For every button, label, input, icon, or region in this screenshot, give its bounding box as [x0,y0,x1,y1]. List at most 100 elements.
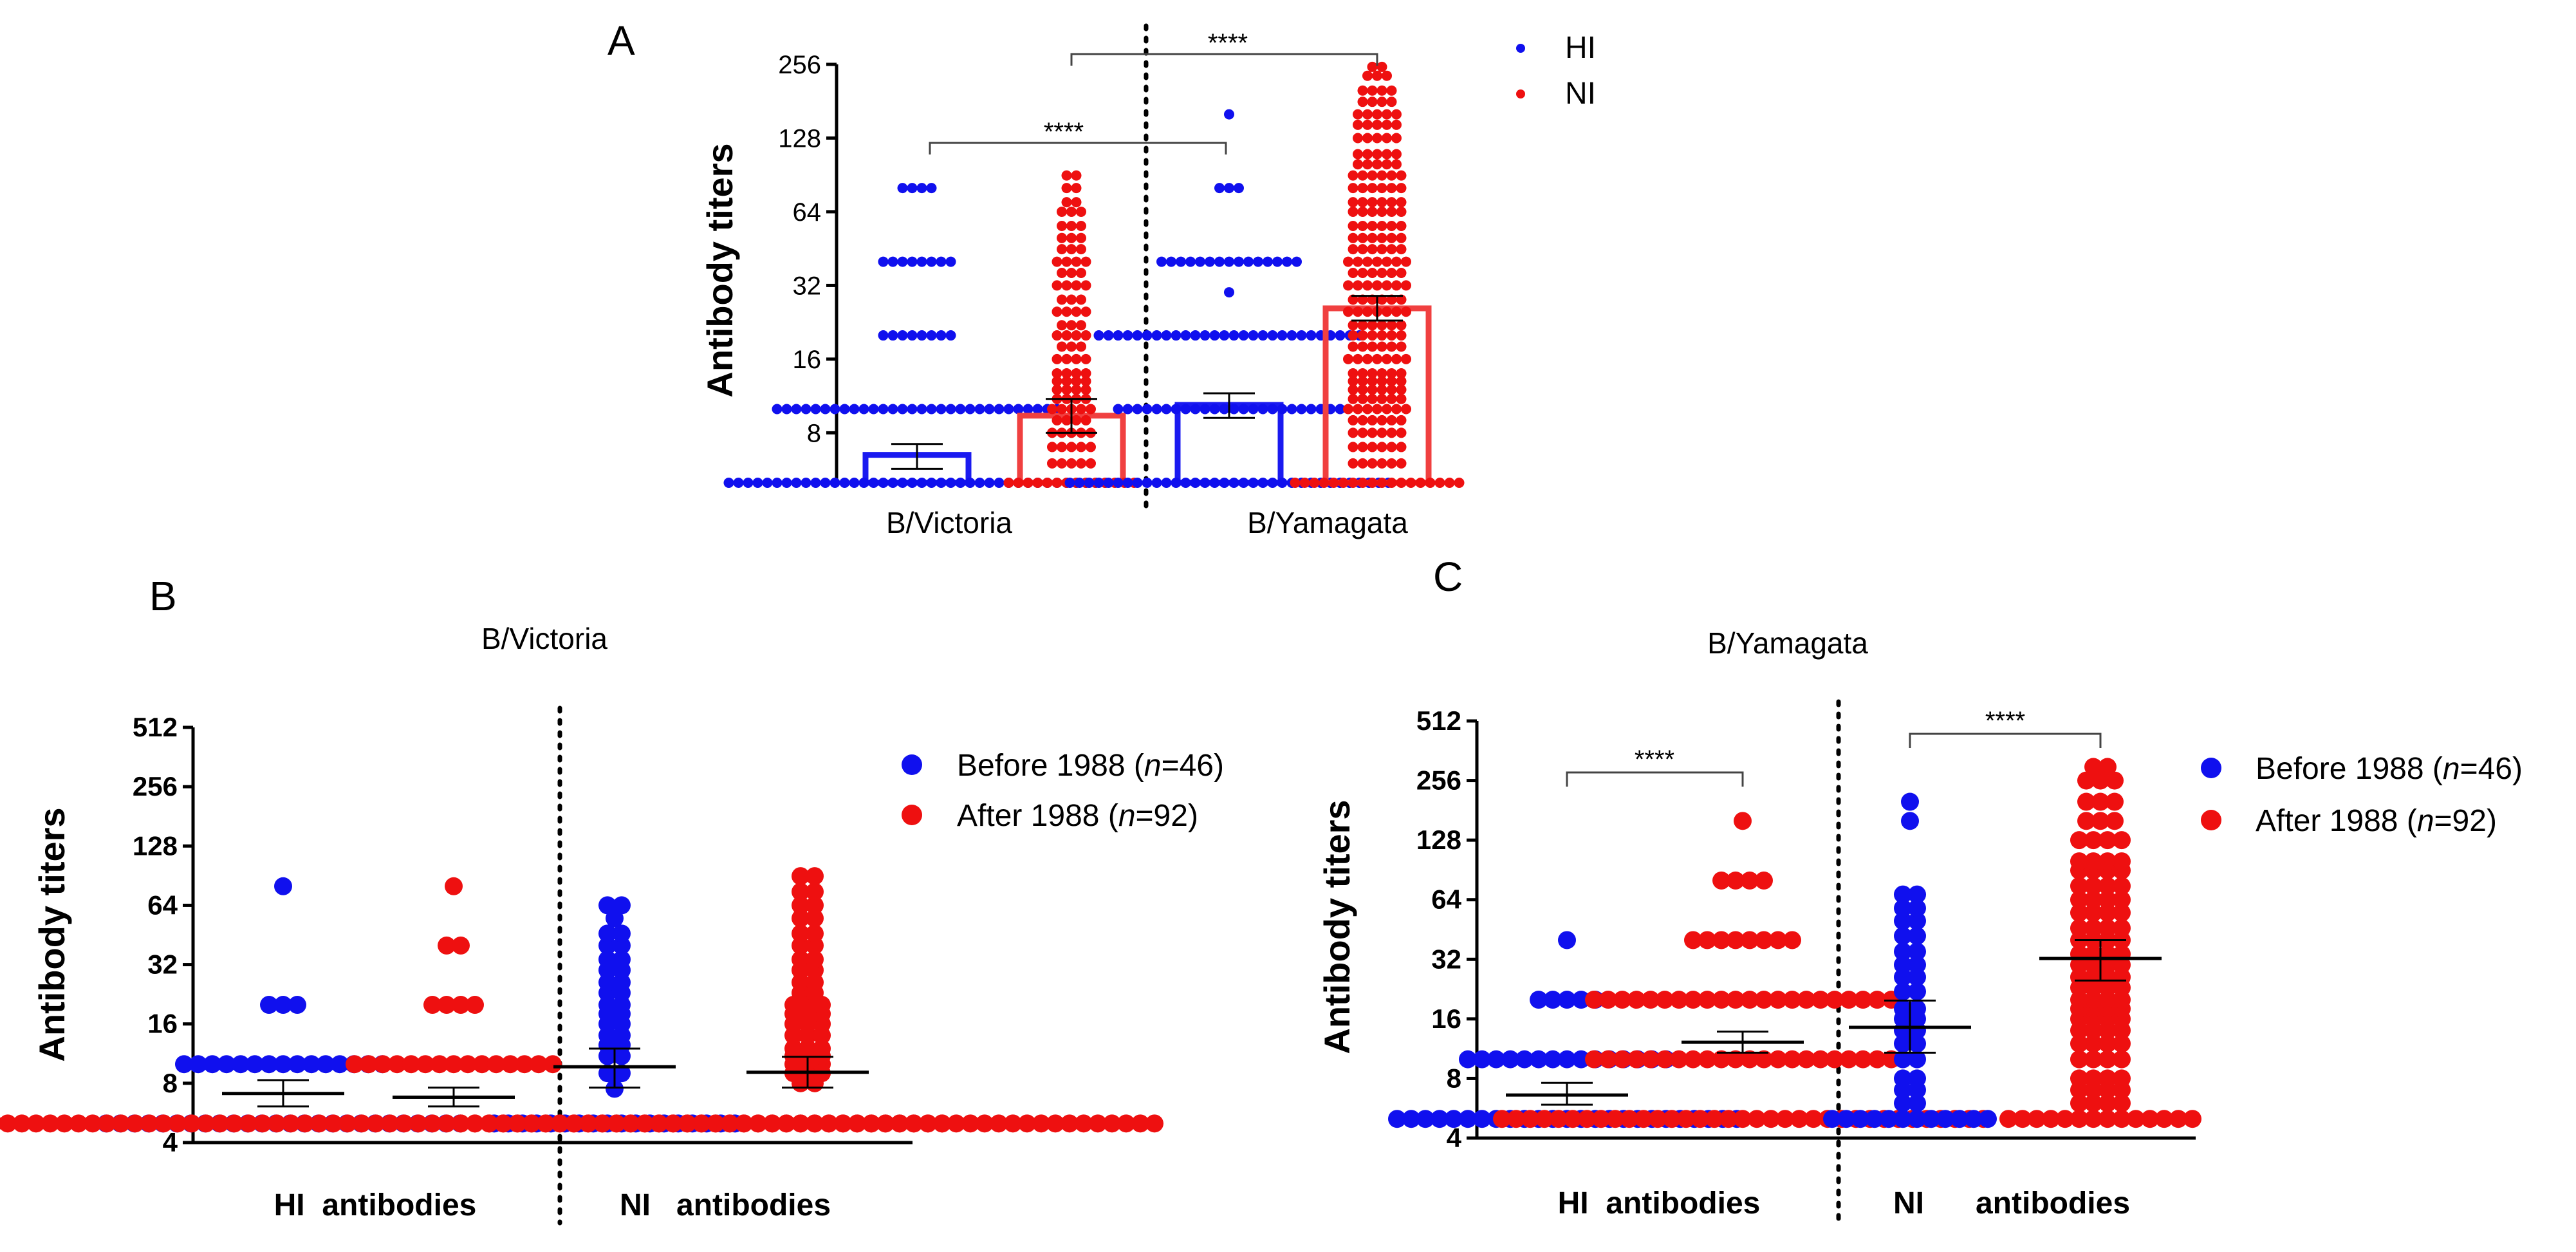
data-point-after-1988 [98,1114,116,1133]
panel-b-letter: B [149,573,177,619]
data-point-ni [1357,442,1368,453]
data-point-after-1988 [806,883,824,901]
data-point-before-1988 [1445,1110,1463,1128]
data-point-hi [1257,330,1268,341]
data-point-hi [1161,330,1172,341]
data-point-after-1988 [1999,1110,2017,1128]
data-point-ni [1357,183,1368,194]
data-point-ni [1343,353,1353,364]
legend-before-marker [902,754,922,775]
data-point-ni [1401,306,1411,317]
y-tick-label: 512 [133,712,178,742]
data-point-before-1988 [598,924,616,943]
data-point-before-1988 [1894,1000,1912,1018]
data-point-after-1988 [1769,931,1787,949]
data-point-ni [1348,320,1358,331]
data-point-ni [1057,267,1067,278]
data-point-ni [1396,232,1407,243]
data-point-before-1988 [218,1055,236,1074]
data-point-before-1988 [260,1055,278,1074]
data-point-hi [858,404,869,415]
data-point-hi [772,478,783,488]
data-point-hi [897,330,908,341]
data-point-ni [1348,183,1358,194]
data-point-ni [1386,294,1397,305]
data-point-after-1988 [27,1114,45,1133]
data-point-ni [1343,256,1353,267]
data-point-ni [1391,149,1402,160]
data-point-hi [1200,330,1210,341]
data-point-hi [801,478,811,488]
data-point-ni [1086,442,1096,453]
data-point-hi [1234,256,1244,267]
data-point-hi [1296,330,1307,341]
data-point-after-1988 [834,1114,852,1133]
data-point-ni [1376,427,1387,438]
data-point-ni [1386,85,1397,96]
data-point-ni [1391,159,1402,170]
data-point-ni [1080,368,1091,378]
data-point-ni [1396,368,1407,378]
data-point-after-1988 [1018,1114,1036,1133]
data-point-hi [1200,478,1210,488]
data-point-hi [887,330,898,341]
data-point-ni [1076,244,1086,255]
data-point-ni [1357,232,1368,243]
data-point-before-1988 [1894,982,1912,1001]
data-point-hi [1209,478,1220,488]
data-point-after-1988 [976,1114,994,1133]
data-point-ni [1057,221,1067,232]
data-point-hi [1224,109,1234,120]
data-point-before-1988 [1544,991,1562,1009]
data-point-ni [1071,353,1082,364]
data-point-ni [1343,280,1353,291]
data-point-before-1988 [1908,955,1926,974]
data-point-ni [1357,393,1368,404]
data-point-after-1988 [2099,852,2117,871]
data-point-ni [1348,221,1358,232]
data-point-after-1988 [1663,1110,1681,1128]
data-point-after-1988 [459,1055,477,1074]
data-point-ni [1348,267,1358,278]
data-point-after-1988 [2106,771,2124,790]
data-point-after-1988 [367,1114,385,1133]
data-point-ni [1047,404,1057,415]
data-point-before-1988 [1459,1110,1477,1128]
data-point-ni [1386,384,1397,395]
data-point-after-1988 [1854,991,1872,1009]
data-point-after-1988 [2106,812,2124,830]
data-point-after-1988 [2113,1034,2131,1053]
data-point-before-1988 [1894,885,1912,904]
data-point-ni [1367,415,1378,425]
legend-before-label: Before 1988 (n=46) [957,749,1224,783]
data-point-ni [1348,427,1358,438]
data-point-after-1988 [409,1114,427,1133]
data-point-after-1988 [1627,1050,1645,1069]
data-point-ni [1071,256,1082,267]
data-point-hi [1103,330,1114,341]
panel-a-y-axis-title: Antibody titers [700,143,740,397]
data-point-ni [1396,478,1407,488]
data-point-hi [1228,478,1239,488]
data-point-after-1988 [2127,1110,2145,1128]
data-point-after-1988 [55,1114,73,1133]
data-point-ni [1080,256,1091,267]
data-point-hi [1209,330,1220,341]
data-point-ni [1396,458,1407,469]
panel-c-bracket-hi [1566,771,1744,787]
data-point-after-1988 [2077,771,2095,790]
data-point-ni [1372,280,1382,291]
data-point-ni [1367,97,1378,107]
data-point-ni [1362,404,1373,415]
data-point-after-1988 [360,1055,378,1074]
panel-a-sig-ni: **** [1208,29,1248,57]
data-point-hi [829,404,840,415]
data-point-ni [1348,384,1358,395]
data-point-ni [1086,404,1096,415]
data-point-ni [1353,109,1363,120]
data-point-hi [1190,478,1201,488]
data-point-hi [791,404,802,415]
data-point-hi [1214,256,1225,267]
data-point-ni [1357,330,1368,341]
data-point-hi [820,478,831,488]
